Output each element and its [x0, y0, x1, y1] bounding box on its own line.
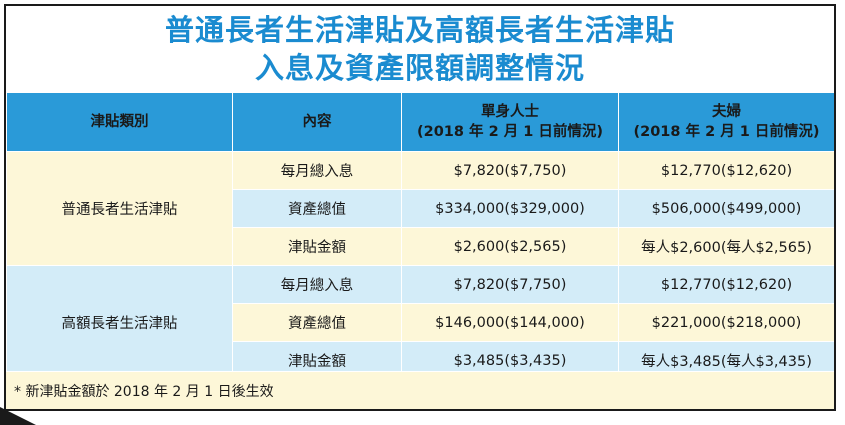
header-single: 單身人士 (2018 年 2 月 1 日前情況): [401, 92, 619, 152]
title-line-2: 入息及資產限額調整情況: [254, 51, 585, 85]
header-single-note: (2018 年 2 月 1 日前情況): [416, 124, 604, 140]
row-couple-value: $506,000($499,000): [618, 189, 834, 228]
header-couple: 夫婦 (2018 年 2 月 1 日前情況): [618, 92, 834, 152]
header-couple-note: (2018 年 2 月 1 日前情況): [633, 124, 820, 140]
header-category: 津貼類別: [6, 92, 233, 152]
group-name-normal: 普通長者生活津貼: [6, 151, 233, 266]
allowance-table: 津貼類別 內容 單身人士 (2018 年 2 月 1 日前情況) 夫婦 (201…: [6, 92, 834, 380]
row-couple-value: $221,000($218,000): [618, 303, 834, 342]
row-single-value: $146,000($144,000): [401, 303, 619, 342]
row-item: 津貼金額: [232, 227, 402, 266]
document-title: 普通長者生活津貼及高額長者生活津貼 入息及資產限額調整情況: [6, 6, 834, 92]
header-row: 津貼類別 內容 單身人士 (2018 年 2 月 1 日前情況) 夫婦 (201…: [6, 92, 834, 152]
row-item: 資產總值: [232, 189, 402, 228]
header-single-label: 單身人士: [481, 104, 539, 120]
row-single-value: $2,600($2,565): [401, 227, 619, 266]
row-item: 資產總值: [232, 303, 402, 342]
table-row: 津貼金額 $2,600($2,565) 每人$2,600(每人$2,565): [7, 227, 834, 266]
table-row: 普通長者生活津貼 每月總入息 $7,820($7,750) $12,770($1…: [6, 151, 834, 266]
header-content: 內容: [232, 92, 402, 152]
row-item: 每月總入息: [232, 151, 402, 190]
title-line-1: 普通長者生活津貼及高額長者生活津貼: [164, 13, 675, 47]
row-item: 每月總入息: [232, 265, 402, 304]
group-name-higher: 高額長者生活津貼: [6, 265, 233, 380]
header-couple-label: 夫婦: [712, 104, 741, 120]
row-couple-value: 每人$2,600(每人$2,565): [618, 227, 834, 266]
row-single-value: $334,000($329,000): [401, 189, 619, 228]
table-row: 資產總值 $146,000($144,000) $221,000($218,00…: [7, 303, 834, 342]
row-couple-value: $12,770($12,620): [618, 151, 834, 190]
corner-decoration: [0, 407, 36, 425]
allowance-table-frame: 普通長者生活津貼及高額長者生活津貼 入息及資產限額調整情況 津貼類別 內容 單身…: [4, 4, 836, 411]
table-row: 資產總值 $334,000($329,000) $506,000($499,00…: [7, 189, 834, 228]
table-row: 高額長者生活津貼 每月總入息 $7,820($7,750) $12,770($1…: [6, 265, 834, 380]
row-couple-value: $12,770($12,620): [618, 265, 834, 304]
row-single-value: $7,820($7,750): [401, 151, 619, 190]
footnote: * 新津貼金額於 2018 年 2 月 1 日後生效: [6, 371, 834, 409]
row-single-value: $7,820($7,750): [401, 265, 619, 304]
